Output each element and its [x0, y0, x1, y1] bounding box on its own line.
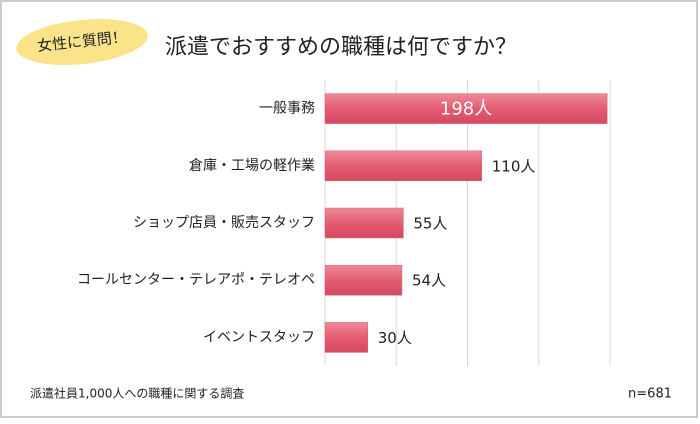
y-tick-label: イベントスタッフ: [203, 329, 315, 345]
bar: [324, 322, 368, 353]
y-tick-label: ショップ店員・販売スタッフ: [133, 215, 315, 231]
sample-size: n=681: [628, 387, 672, 402]
y-tick-label: 倉庫・工場の軽作業: [189, 157, 315, 174]
bar: [324, 207, 404, 239]
badge-shape: [16, 19, 148, 65]
chart-title: 派遣でおすすめの職種は何ですか？: [165, 35, 517, 60]
value-label: 198人: [440, 99, 492, 120]
bar: [324, 264, 403, 296]
y-tick-label: コールセンター・テレアポ・テレオペ: [77, 272, 315, 288]
y-tick-label: 一般事務: [259, 101, 315, 117]
value-label: 30人: [378, 329, 412, 347]
bar: [324, 93, 608, 124]
value-label: 54人: [412, 272, 446, 290]
value-label: 110人: [492, 157, 536, 175]
bar: [324, 150, 482, 182]
value-label: 55人: [413, 215, 447, 233]
footnote: 派遣社員1,000人への職種に関する調査: [30, 386, 244, 401]
